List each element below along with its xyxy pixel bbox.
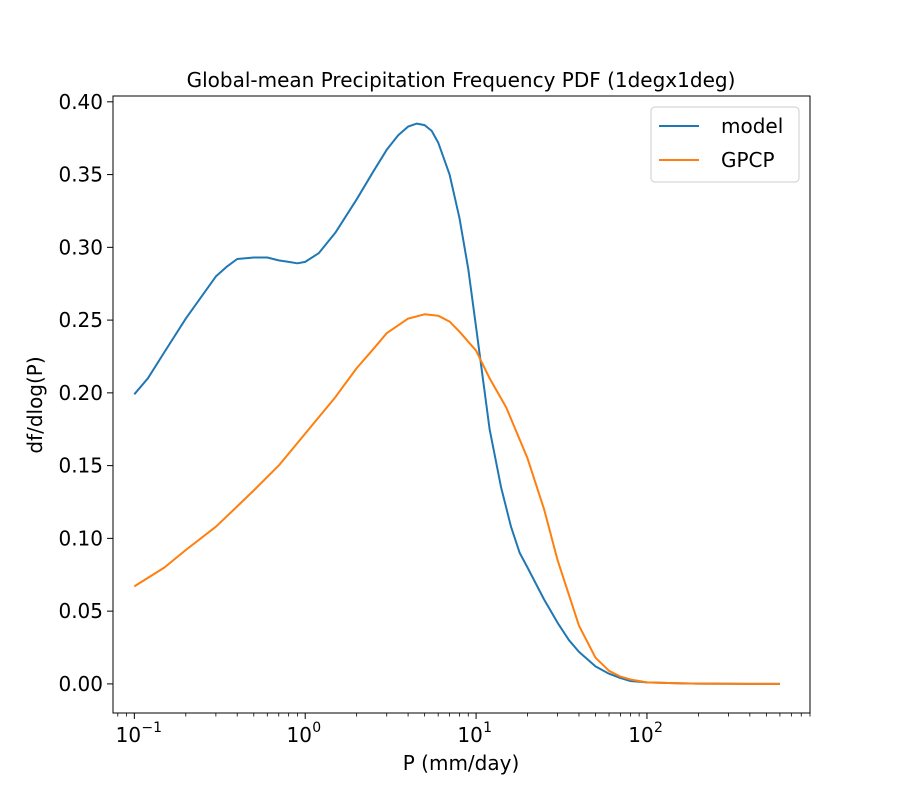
y-tick-label: 0.00: [58, 672, 103, 696]
x-axis-label: P (mm/day): [403, 751, 520, 775]
x-tick-exponent: 2: [654, 720, 663, 736]
y-tick-label: 0.40: [58, 90, 103, 114]
y-tick-label: 0.35: [58, 163, 103, 187]
x-tick-label: 10: [286, 723, 311, 747]
legend-label-gpcp: GPCP: [721, 148, 775, 172]
x-tick-label: 10: [628, 723, 653, 747]
x-tick-label: 10: [457, 723, 482, 747]
y-axis-label: df/dlog(P): [23, 356, 47, 453]
legend: model GPCP: [650, 106, 800, 183]
x-tick-label: 10: [116, 723, 141, 747]
series-line-model: [133, 122, 780, 685]
x-axis: 10 −1 10 0 10 1 10 2: [116, 713, 811, 747]
plot-frame: [112, 95, 811, 714]
y-tick-label: 0.25: [58, 308, 103, 332]
y-tick-label: 0.05: [58, 599, 103, 623]
series-layer: [133, 122, 780, 685]
y-tick-label: 0.30: [58, 235, 103, 259]
series-line-gpcp: [133, 313, 780, 685]
chart-title: Global-mean Precipitation Frequency PDF …: [187, 68, 736, 92]
y-tick-label: 0.15: [58, 454, 103, 478]
y-tick-label: 0.10: [58, 526, 103, 550]
y-axis: 0.00 0.05 0.10 0.15 0.20 0.25 0.30 0.35 0.40: [58, 90, 113, 696]
x-tick-exponent: −1: [141, 720, 162, 736]
y-tick-label: 0.20: [58, 381, 103, 405]
x-tick-exponent: 1: [483, 720, 492, 736]
x-tick-exponent: 0: [312, 720, 321, 736]
legend-label-model: model: [721, 114, 783, 138]
